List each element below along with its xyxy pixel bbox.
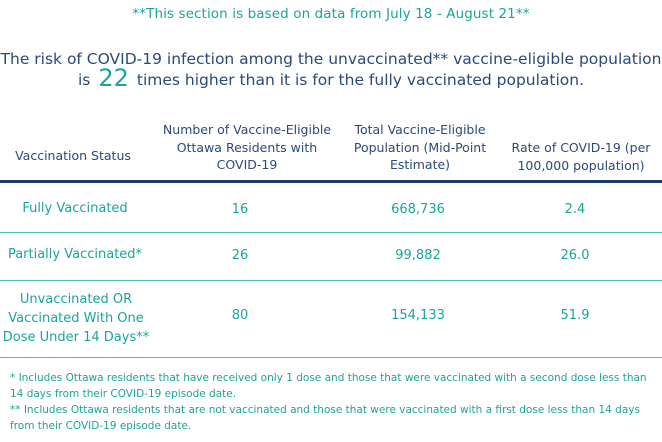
cell-population: 99,882 (395, 248, 441, 263)
footnote-partially-vaccinated: * Includes Ottawa residents that have re… (10, 372, 647, 400)
footnotes: * Includes Ottawa residents that have re… (10, 370, 655, 434)
risk-statement-line1: The risk of COVID-19 infection among the… (0, 50, 662, 68)
cell-cases: 26 (231, 248, 249, 263)
header-vaccination-status: Vaccination Status (15, 148, 131, 163)
cell-status: Unvaccinated OR Vaccinated With One Dose… (2, 292, 150, 345)
footnote-unvaccinated: ** Includes Ottawa residents that are no… (10, 404, 640, 432)
cell-rate: 26.0 (560, 248, 590, 263)
cell-cases: 80 (231, 308, 249, 323)
header-divider (0, 180, 662, 183)
risk-statement: The risk of COVID-19 infection among the… (0, 50, 662, 90)
header-total-population: Total Vaccine-Eligible Population (Mid-P… (353, 122, 487, 172)
risk-suffix: times higher than it is for the fully va… (136, 71, 585, 89)
cell-rate: 2.4 (564, 202, 586, 217)
cell-cases: 16 (231, 202, 249, 217)
risk-statement-line2: is 22 times higher than it is for the full… (0, 66, 662, 90)
table-header-row: Vaccination Status Number of Vaccine-Eli… (0, 118, 662, 182)
data-period-notice: **This section is based on data from Jul… (132, 6, 530, 22)
cell-status: Partially Vaccinated* (7, 247, 143, 262)
row-divider (0, 357, 662, 358)
cell-status: Fully Vaccinated (22, 201, 128, 216)
cell-population: 668,736 (391, 202, 445, 217)
header-number-of-residents: Number of Vaccine-Eligible Ottawa Reside… (162, 122, 332, 172)
cell-rate: 51.9 (560, 308, 590, 323)
header-rate: Rate of COVID-19 (per 100,000 population… (511, 140, 651, 173)
risk-multiplier: 22 (98, 64, 129, 92)
vaccination-rate-table: Vaccination Status Number of Vaccine-Eli… (0, 118, 662, 182)
risk-prefix: is (77, 71, 91, 89)
row-divider (0, 232, 662, 233)
cell-population: 154,133 (391, 308, 445, 323)
row-divider (0, 280, 662, 281)
